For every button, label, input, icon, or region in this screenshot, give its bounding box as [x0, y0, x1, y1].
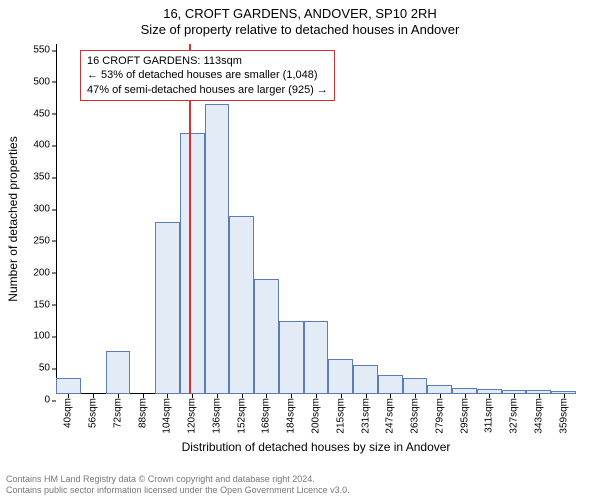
y-axis-line	[56, 44, 57, 394]
x-tick: 168sqm	[261, 394, 272, 434]
y-tick: 200	[33, 267, 56, 278]
y-tick: 550	[33, 45, 56, 56]
footer: Contains HM Land Registry data © Crown c…	[6, 474, 350, 496]
x-tick: 56sqm	[88, 394, 99, 428]
histogram-bar	[155, 222, 180, 394]
histogram-bar	[526, 390, 551, 394]
histogram-bar	[353, 365, 378, 394]
page-title: 16, CROFT GARDENS, ANDOVER, SP10 2RH	[0, 0, 600, 21]
histogram-bar	[205, 104, 230, 394]
histogram-bar	[279, 321, 304, 394]
x-tick: 136sqm	[211, 394, 222, 434]
y-tick: 350	[33, 172, 56, 183]
y-tick: 100	[33, 331, 56, 342]
chart-container: 16, CROFT GARDENS, ANDOVER, SP10 2RH Siz…	[0, 0, 600, 500]
histogram-bar	[477, 389, 502, 394]
x-tick: 200sqm	[311, 394, 322, 434]
info-box-line: 47% of semi-detached houses are larger (…	[87, 83, 328, 97]
y-axis-label: Number of detached properties	[6, 44, 20, 394]
histogram-bar	[254, 279, 279, 394]
x-tick: 359sqm	[558, 394, 569, 434]
info-box-line: ← 53% of detached houses are smaller (1,…	[87, 68, 328, 82]
x-tick: 279sqm	[434, 394, 445, 434]
x-tick: 120sqm	[187, 394, 198, 434]
footer-line-1: Contains HM Land Registry data © Crown c…	[6, 474, 350, 485]
histogram-bar	[378, 375, 403, 394]
plot-area: 05010015020025030035040045050055040sqm56…	[56, 44, 576, 394]
y-tick: 300	[33, 204, 56, 215]
x-tick: 88sqm	[137, 394, 148, 428]
x-tick: 327sqm	[509, 394, 520, 434]
histogram-bar	[328, 359, 353, 394]
x-tick: 152sqm	[236, 394, 247, 434]
x-tick: 215sqm	[335, 394, 346, 434]
histogram-bar	[452, 388, 477, 394]
y-tick: 150	[33, 299, 56, 310]
x-tick: 295sqm	[459, 394, 470, 434]
x-tick: 184sqm	[286, 394, 297, 434]
footer-line-2: Contains public sector information licen…	[6, 485, 350, 496]
x-tick: 311sqm	[484, 394, 495, 433]
x-tick: 72sqm	[112, 394, 123, 428]
y-tick: 0	[44, 395, 56, 406]
info-box: 16 CROFT GARDENS: 113sqm← 53% of detache…	[80, 50, 335, 101]
y-tick: 400	[33, 140, 56, 151]
x-axis-label: Distribution of detached houses by size …	[56, 440, 576, 454]
y-tick: 50	[39, 363, 56, 374]
histogram-bar	[229, 216, 254, 394]
x-tick: 104sqm	[162, 394, 173, 434]
info-box-line: 16 CROFT GARDENS: 113sqm	[87, 54, 328, 68]
histogram-bar	[106, 351, 131, 394]
y-tick: 450	[33, 108, 56, 119]
x-tick: 263sqm	[410, 394, 421, 434]
x-tick: 247sqm	[385, 394, 396, 434]
histogram-bar	[502, 390, 527, 394]
x-tick: 343sqm	[533, 394, 544, 434]
histogram-bar	[403, 378, 428, 394]
plot-inner: 05010015020025030035040045050055040sqm56…	[56, 44, 576, 394]
x-tick: 231sqm	[360, 394, 371, 434]
y-tick: 250	[33, 235, 56, 246]
page-subtitle: Size of property relative to detached ho…	[0, 21, 600, 37]
histogram-bar	[551, 391, 576, 394]
histogram-bar	[304, 321, 329, 394]
y-tick: 500	[33, 76, 56, 87]
x-tick: 40sqm	[63, 394, 74, 428]
histogram-bar	[56, 378, 81, 394]
histogram-bar	[427, 385, 452, 394]
histogram-bar	[180, 133, 205, 394]
